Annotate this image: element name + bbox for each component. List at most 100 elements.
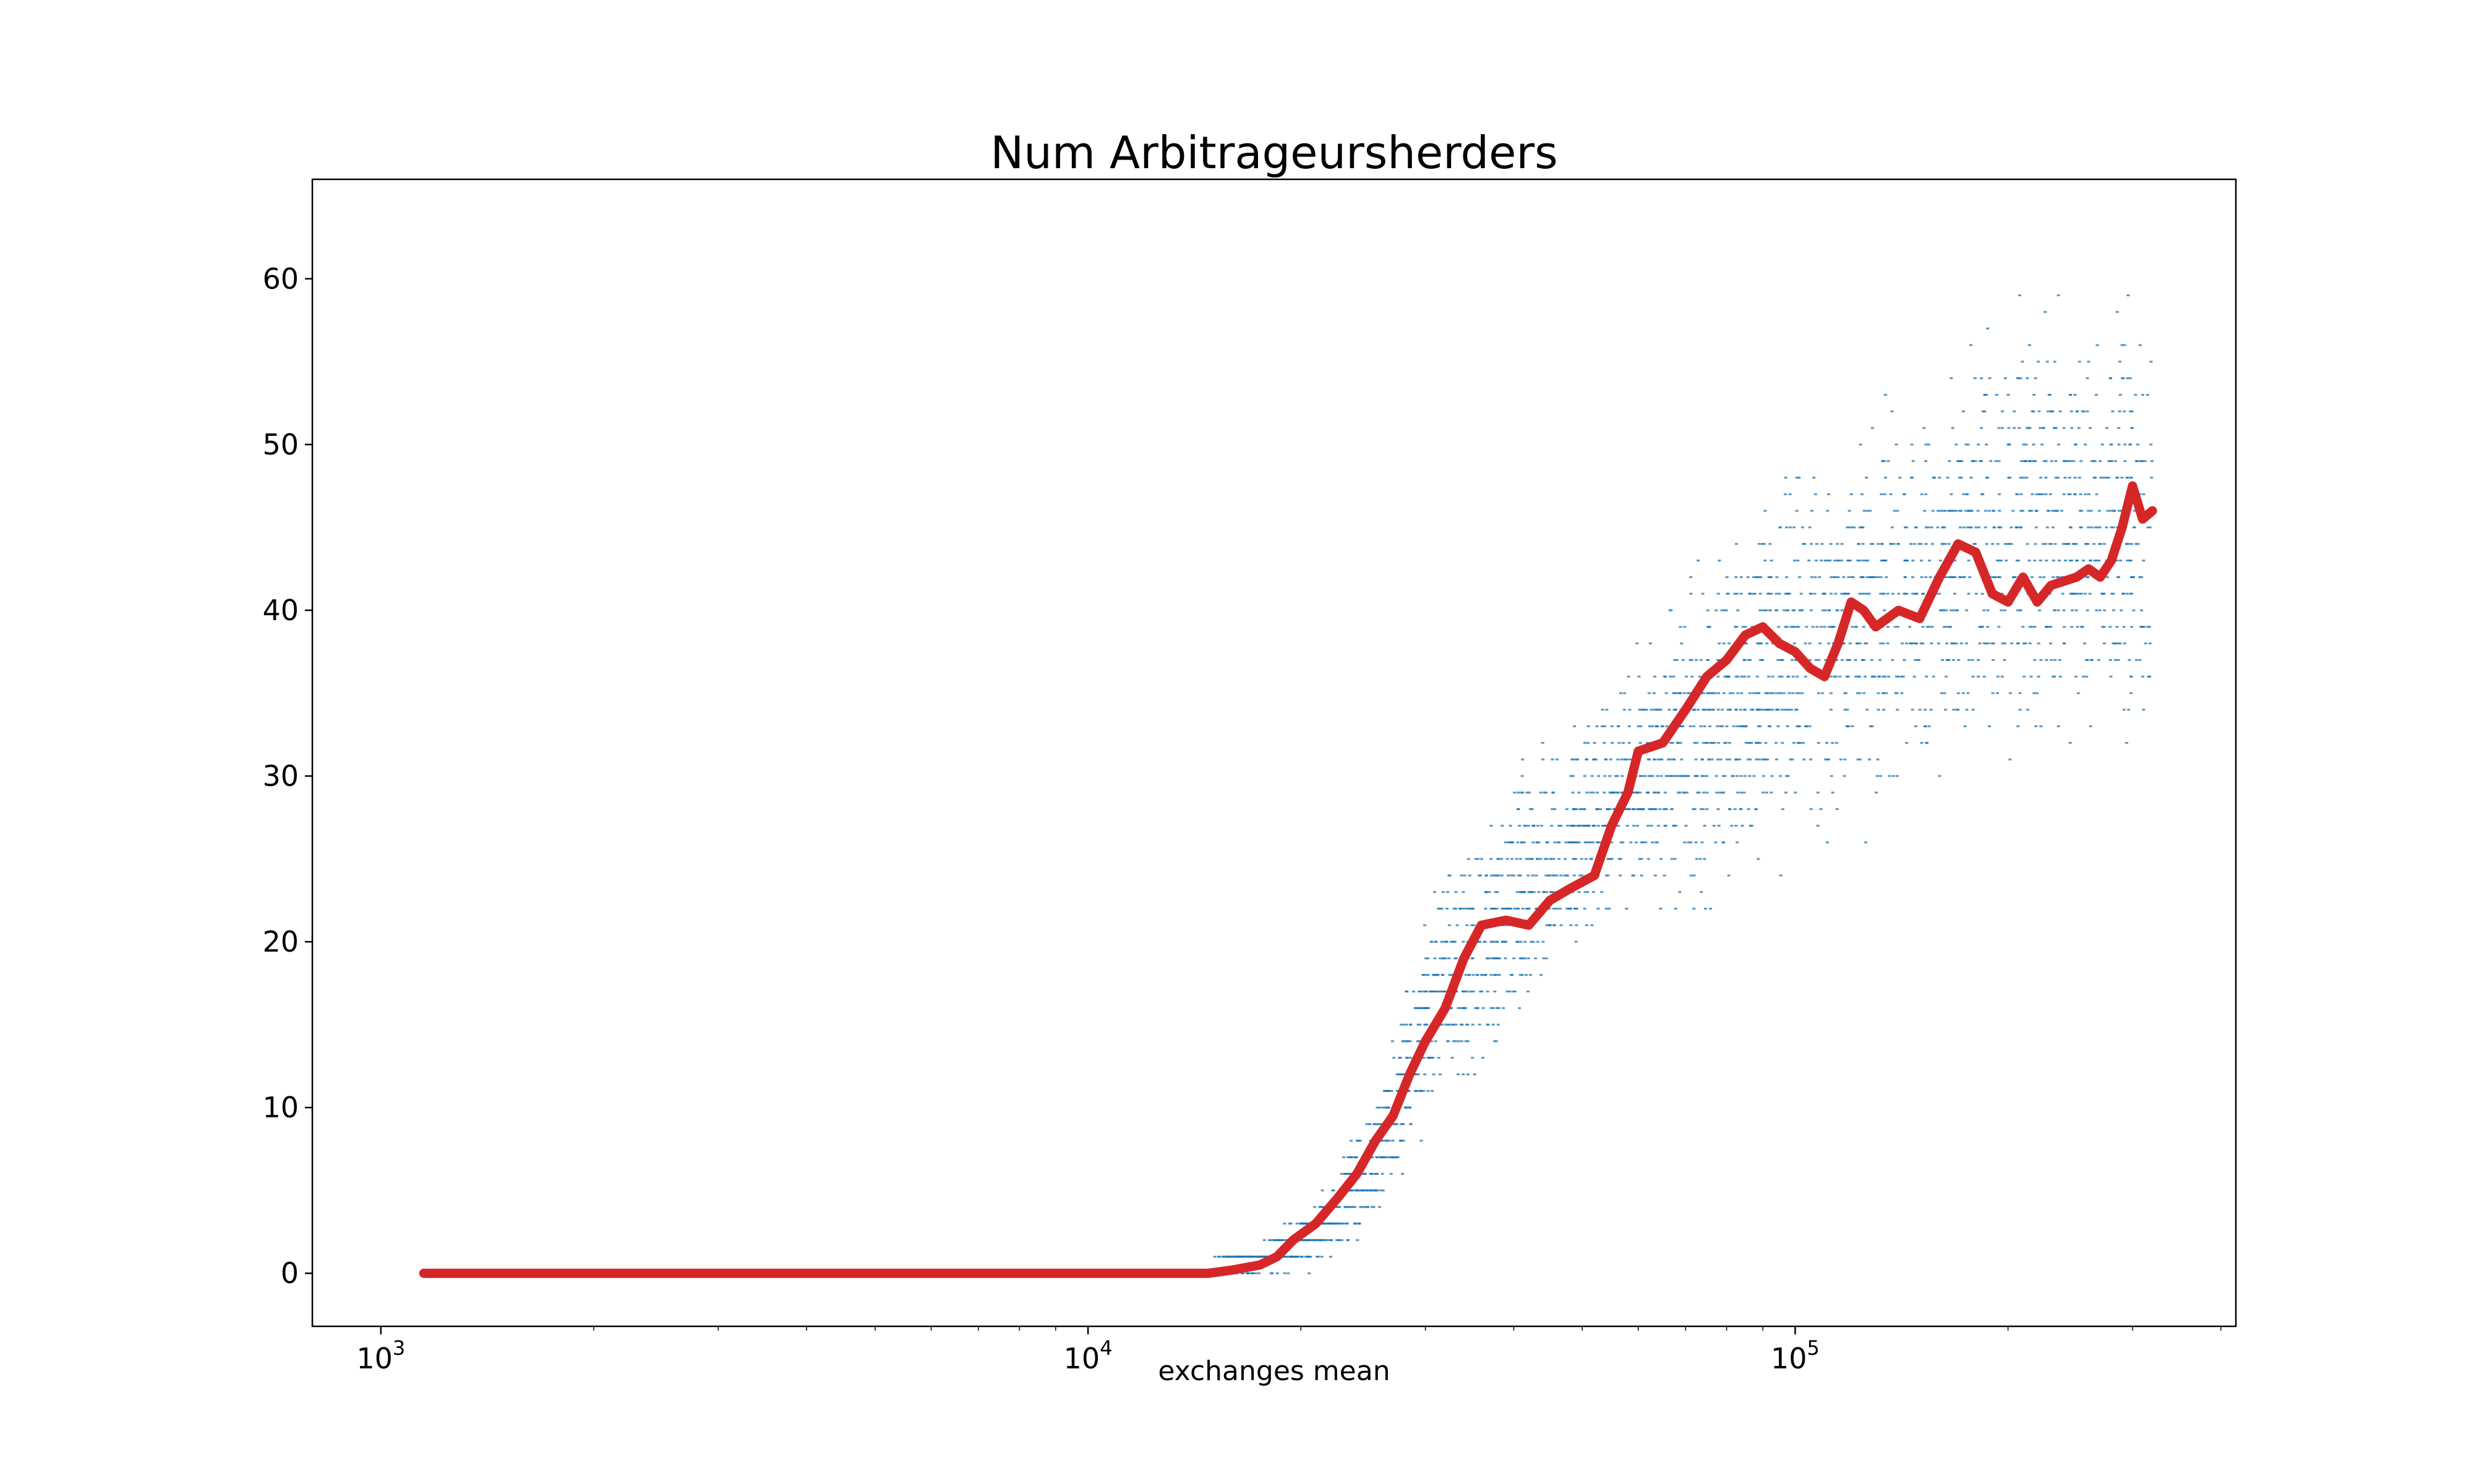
scatter-point [1415, 1090, 1418, 1092]
scatter-point [1555, 908, 1559, 910]
scatter-point [1740, 824, 1744, 827]
scatter-point [1839, 560, 1843, 561]
scatter-point [1658, 808, 1662, 811]
scatter-point [1932, 675, 1935, 678]
scatter-point [1950, 493, 1953, 495]
scatter-point [2136, 443, 2139, 446]
scatter-point [2112, 592, 2115, 595]
scatter-point [1648, 808, 1651, 811]
scatter-point [1752, 775, 1756, 777]
scatter-point [1770, 775, 1774, 777]
scatter-point [1289, 1255, 1293, 1258]
scatter-point [1585, 824, 1588, 827]
scatter-point [1635, 642, 1639, 645]
scatter-point [1663, 808, 1667, 811]
scatter-point [1948, 510, 1951, 512]
scatter-point [1469, 991, 1473, 992]
scatter-point [1632, 791, 1636, 794]
scatter-point [1826, 560, 1830, 561]
scatter-point [1603, 791, 1606, 794]
scatter-point [1505, 908, 1509, 910]
scatter-point [1564, 841, 1568, 843]
scatter-point [1831, 791, 1834, 794]
scatter-point [1442, 957, 1445, 960]
scatter-point [1572, 808, 1576, 811]
scatter-point [1739, 576, 1743, 578]
scatter-point [1868, 510, 1872, 512]
scatter-point [2127, 709, 2131, 711]
scatter-point [1679, 626, 1682, 628]
scatter-point [1865, 592, 1869, 595]
scatter-point [1762, 775, 1766, 777]
scatter-point [1998, 510, 2001, 512]
scatter-point [1705, 741, 1708, 744]
scatter-point [1774, 609, 1778, 612]
scatter-point [2074, 443, 2078, 446]
scatter-point [2079, 460, 2082, 463]
scatter-point [1409, 1023, 1413, 1026]
scatter-point [1557, 824, 1560, 827]
scatter-point [1991, 543, 1994, 545]
scatter-point [2085, 675, 2089, 678]
scatter-point [1948, 626, 1951, 628]
scatter-point [1489, 824, 1493, 827]
scatter-point [1785, 576, 1789, 578]
scatter-point [1761, 609, 1765, 612]
scatter-point [1744, 741, 1748, 744]
scatter-point [1491, 1023, 1495, 1026]
scatter-point [1679, 775, 1683, 777]
scatter-point [1698, 858, 1702, 860]
scatter-point [1371, 1172, 1374, 1175]
scatter-point [1986, 609, 1990, 612]
scatter-point [1876, 576, 1880, 578]
scatter-point [1262, 1239, 1266, 1242]
scatter-point [1786, 775, 1790, 777]
scatter-point [1987, 510, 1991, 512]
scatter-point [1920, 741, 1924, 744]
scatter-point [2038, 609, 2041, 612]
scatter-point [1583, 741, 1586, 744]
scatter-point [1861, 659, 1864, 661]
scatter-point [1918, 709, 1922, 711]
scatter-point [1748, 758, 1752, 761]
scatter-point [1400, 1023, 1403, 1026]
scatter-point [1569, 775, 1573, 777]
scatter-point [1471, 991, 1475, 992]
scatter-point [1647, 775, 1651, 777]
scatter-point [1231, 1255, 1235, 1258]
scatter-point [1713, 692, 1717, 694]
scatter-point [1861, 543, 1865, 545]
scatter-point [1861, 560, 1865, 561]
scatter-point [1963, 725, 1967, 728]
scatter-point [2110, 526, 2113, 529]
scatter-point [1423, 924, 1427, 926]
scatter-point [1771, 642, 1774, 645]
scatter-point [2138, 344, 2142, 346]
scatter-point [1619, 874, 1622, 877]
scatter-point [2120, 477, 2124, 479]
scatter-point [1664, 675, 1667, 678]
scatter-point [1334, 1222, 1337, 1225]
scatter-point [2044, 311, 2047, 313]
scatter-point [1330, 1239, 1333, 1242]
scatter-point [1778, 775, 1782, 777]
scatter-point [1638, 858, 1641, 860]
scatter-point [1320, 1189, 1324, 1192]
scatter-point [1703, 858, 1706, 860]
scatter-point [1932, 477, 1936, 479]
scatter-point [1405, 1106, 1408, 1109]
scatter-point [1492, 1007, 1495, 1009]
scatter-point [1967, 560, 1971, 561]
scatter-point [1792, 741, 1796, 744]
scatter-point [2088, 592, 2092, 595]
scatter-point [1421, 974, 1425, 976]
scatter-point [1832, 675, 1836, 678]
scatter-point [1757, 858, 1760, 860]
scatter-point [2028, 427, 2032, 429]
scatter-point [1487, 957, 1491, 960]
scatter-point [1723, 675, 1727, 678]
scatter-point [1601, 709, 1604, 711]
scatter-point [2032, 692, 2036, 694]
scatter-point [1612, 808, 1616, 811]
scatter-point [1694, 758, 1698, 761]
